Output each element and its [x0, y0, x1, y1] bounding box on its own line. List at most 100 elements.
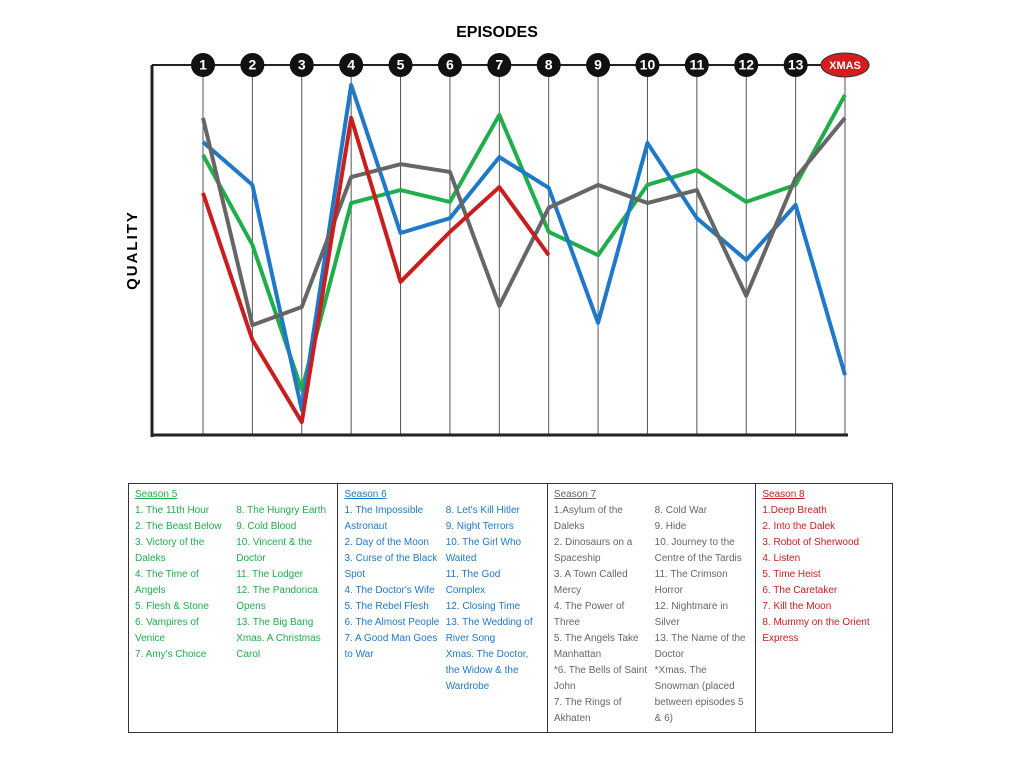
x-tick-label: 5 [397, 57, 405, 73]
season-column: Season 7 1.Asylum of the Daleks 2. Dinosau… [548, 484, 757, 732]
episode-badge [339, 53, 364, 77]
episode-item: 8. The Hungry Earth [236, 505, 327, 516]
x-tick-label: 2 [248, 57, 256, 73]
episode-item: 3. Robot of Sherwood [762, 537, 860, 548]
x-tick-label: 4 [347, 57, 355, 73]
x-tick-label: 6 [446, 57, 454, 73]
x-tick-label: 12 [738, 57, 754, 73]
episode-item: *6. The Bells of Saint John [553, 665, 648, 692]
episode-item: 12. Closing Time [445, 601, 521, 612]
season-header: Season 8 [762, 489, 805, 500]
episode-item: 12. The Pandorica Opens [236, 585, 318, 612]
episode-item: 7. The Rings of Akhaten [553, 697, 622, 724]
y-axis-label: QUALITY [124, 210, 141, 290]
episode-item: 3. Curse of the Black Spot [344, 553, 438, 580]
x-tick-label: XMAS [829, 60, 861, 72]
episode-item: 5. The Angels Take Manhattan [553, 633, 639, 660]
episode-item: 11. The Crimson Horror [654, 569, 728, 596]
episode-list: 1. The Impossible Astronaut 2. Day of the… [344, 503, 439, 695]
episode-item: 2. Day of the Moon [344, 537, 429, 548]
episode-item: 5. Flesh & Stone [135, 601, 209, 612]
x-tick-label: 11 [689, 57, 704, 73]
episode-badge [240, 53, 265, 77]
episode-list: 1. The 11th Hour 2. The Beast Below 3. Vic… [135, 503, 230, 663]
episode-item: 10. The Girl Who Waited [445, 537, 522, 564]
episode-item: 4. The Doctor's Wife [344, 585, 435, 596]
chart: EPISODES QUALITY 1 2 3 4 5 6 7 8 9 10 11 12 13 XMAS [124, 24, 870, 437]
episode-item: 7. Amy's Choice [135, 649, 207, 660]
episode-item: 8. Mummy on the Orient Express [762, 617, 870, 644]
episode-table: Season 5 1. The 11th Hour 2. The Beast Bel… [128, 483, 893, 733]
episode-item: 7. A Good Man Goes to War [344, 633, 438, 660]
episode-item: 9. Hide [654, 521, 687, 532]
season-header: Season 6 [344, 489, 387, 500]
episode-badge [437, 53, 462, 77]
season-header: Season 7 [553, 489, 597, 500]
season-header: Season 5 [135, 489, 178, 500]
episode-list: 8. Let's Kill Hitler 9. Night Terrors 10. … [446, 503, 541, 695]
series-line [201, 94, 847, 392]
chart-title: EPISODES [456, 24, 538, 41]
episode-item: 8. Cold War [654, 505, 708, 516]
episode-item: 1. The 11th Hour [135, 505, 210, 516]
x-tick-label: 3 [298, 57, 306, 73]
episode-badge [191, 53, 215, 77]
episode-list: 1.Deep Breath 2. Into the Dalek 3. Robot o… [762, 503, 886, 647]
series-line [201, 82, 847, 412]
series-line [201, 115, 551, 425]
episode-item: 1.Deep Breath [762, 505, 827, 516]
episode-lists: 1.Asylum of the Daleks 2. Dinosaurs on a … [554, 503, 749, 727]
episode-lists: 1. The 11th Hour 2. The Beast Below 3. Vic… [135, 503, 331, 663]
episode-item: 7. Kill the Moon [762, 601, 832, 612]
x-tick-label: 9 [594, 57, 602, 73]
episode-list: 1.Asylum of the Daleks 2. Dinosaurs on a … [554, 503, 649, 727]
episode-item: 3. A Town Called Mercy [553, 569, 628, 596]
x-tick-label: 7 [495, 57, 503, 73]
episode-item: 4. Listen [762, 553, 801, 564]
episode-item: 6. The Caretaker [762, 585, 838, 596]
season-column: Season 5 1. The 11th Hour 2. The Beast Bel… [129, 484, 339, 732]
episode-list: 8. Cold War 9. Hide 10. Journey to the Cen… [655, 503, 750, 727]
episode-item: 4. The Time of Angels [135, 569, 199, 596]
episode-item: 2. Into the Dalek [762, 521, 836, 532]
episode-item: Xmas. The Doctor, the Widow & the Wardro… [445, 649, 529, 692]
episode-item: 13. The Big Bang [236, 617, 314, 628]
episode-item: 9. Night Terrors [445, 521, 514, 532]
episode-badge [487, 53, 512, 77]
season-column: Season 8 1.Deep Breath 2. Into the Dalek 3.… [756, 484, 892, 732]
episode-badge [635, 53, 660, 77]
episode-item: 5. Time Heist [762, 569, 821, 580]
episode-item: 12. Nightmare in Silver [654, 601, 729, 628]
episode-item: 1.Asylum of the Daleks [553, 505, 623, 532]
season-column: Season 6 1. The Impossible Astronaut 2. Da… [338, 484, 548, 732]
x-tick-label: 13 [788, 57, 804, 73]
episode-item: 1. The Impossible Astronaut [344, 505, 424, 532]
episode-badge [684, 53, 709, 77]
episode-item: *Xmas. The Snowman (placed between episo… [654, 665, 744, 724]
episode-item: 8. Let's Kill Hitler [445, 505, 520, 516]
episode-list: 8. The Hungry Earth 9. Cold Blood 10. Vinc… [236, 503, 331, 663]
episode-badge [289, 53, 314, 77]
episode-item: 13. The Wedding of River Song [445, 617, 533, 644]
episode-item: Xmas. A Christmas Carol [236, 633, 321, 660]
episode-item: 4. The Power of Three [553, 601, 625, 628]
episode-badge [388, 53, 413, 77]
series-line [201, 116, 847, 328]
episode-item: 11. The Lodger [236, 569, 304, 580]
episode-lists: 1.Deep Breath 2. Into the Dalek 3. Robot o… [762, 503, 886, 647]
episode-item: 2. Dinosaurs on a Spaceship [553, 537, 633, 564]
episode-badge [820, 52, 870, 78]
episode-lists: 1. The Impossible Astronaut 2. Day of the… [344, 503, 540, 695]
episode-badge [586, 53, 611, 77]
x-tick-label: 8 [545, 57, 553, 73]
episode-badge [536, 53, 561, 77]
episode-item: 10. Journey to the Centre of the Tardis [654, 537, 742, 564]
episode-item: 3. Victory of the Daleks [135, 537, 205, 564]
episode-item: 6. The Almost People [344, 617, 440, 628]
episode-badge [734, 53, 759, 77]
episode-item: 5. The Rebel Flesh [344, 601, 429, 612]
x-tick-label: 10 [640, 57, 656, 73]
episode-item: 6. Vampires of Venice [135, 617, 199, 644]
x-tick-label: 1 [199, 57, 207, 73]
